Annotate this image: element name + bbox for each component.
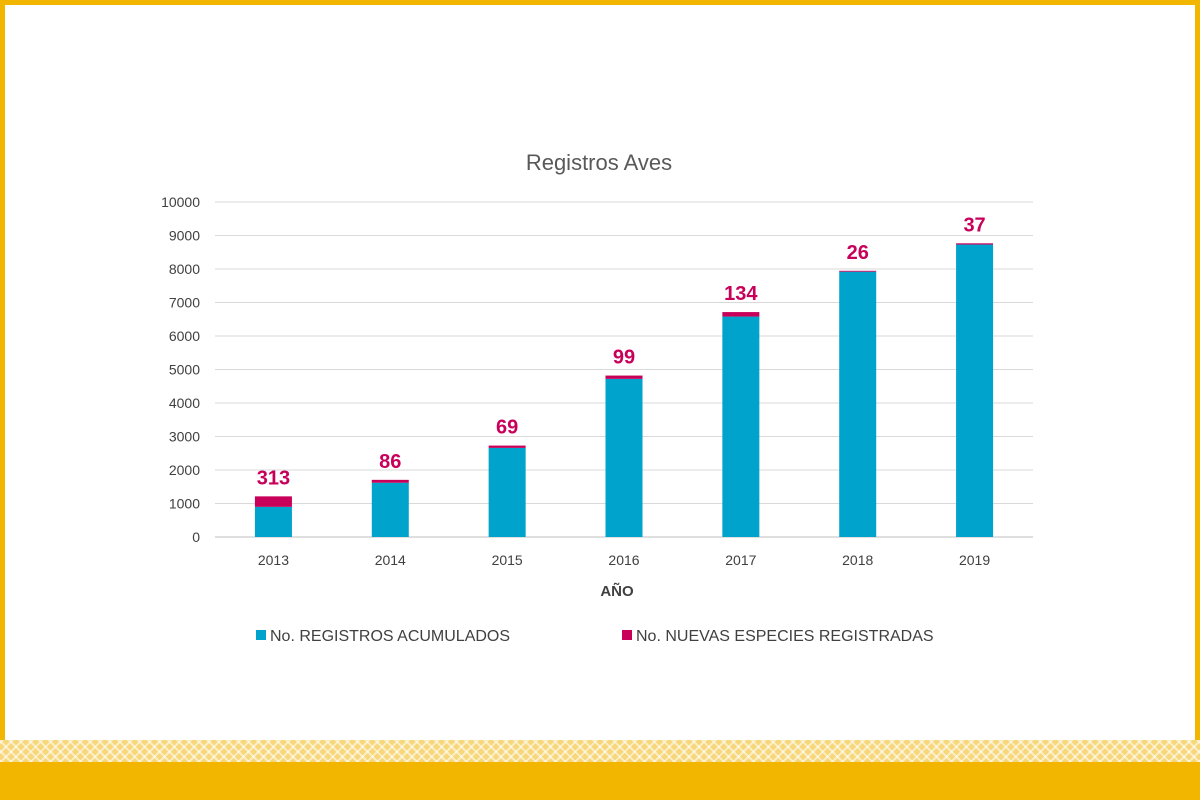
data-label-2018: 26 <box>847 242 869 264</box>
bar-nuevas-2013 <box>254 496 292 507</box>
bar-nuevas-2015 <box>488 445 526 448</box>
bar-acumulados-2017 <box>722 316 760 537</box>
chart-title: Registros Aves <box>526 150 672 175</box>
y-axis-ticks: 0 1000 2000 3000 4000 5000 6000 7000 8000 9000 100… <box>161 194 200 545</box>
legend: No. REGISTROS ACUMULADOS No. NUEVAS ESPEC… <box>256 628 934 645</box>
x-axis-label: AÑO <box>600 582 634 600</box>
data-label-2016: 99 <box>613 347 635 369</box>
x-tick-label-2019: 2019 <box>959 552 990 568</box>
x-tick-label-2015: 2015 <box>492 552 523 568</box>
bar-chart: Registros Aves 0 1000 2000 3000 4000 5000 6000… <box>161 150 1033 645</box>
legend-swatch-nuevas <box>622 630 632 640</box>
y-tick-label: 0 <box>192 529 200 545</box>
bar-acumulados-2013 <box>254 506 292 537</box>
y-tick-label: 6000 <box>169 328 200 344</box>
x-tick-label-2016: 2016 <box>608 552 639 568</box>
data-label-2014: 86 <box>379 451 401 473</box>
bar-nuevas-2018 <box>839 270 877 272</box>
data-label-2019: 37 <box>963 214 985 236</box>
y-tick-label: 4000 <box>169 395 200 411</box>
bar-nuevas-2016 <box>605 375 643 379</box>
y-tick-label: 5000 <box>169 362 200 378</box>
bar-acumulados-2015 <box>488 447 526 537</box>
bar-acumulados-2019 <box>956 244 994 538</box>
legend-swatch-acumulados <box>256 630 266 640</box>
bar-nuevas-2017 <box>722 312 760 317</box>
x-tick-label-2013: 2013 <box>258 552 289 568</box>
x-tick-label-2018: 2018 <box>842 552 873 568</box>
y-tick-label: 1000 <box>169 496 200 512</box>
legend-label-acumulados: No. REGISTROS ACUMULADOS <box>270 628 510 645</box>
y-tick-label: 9000 <box>169 228 200 244</box>
x-tick-label-2017: 2017 <box>725 552 756 568</box>
x-tick-label-2014: 2014 <box>375 552 406 568</box>
y-tick-label: 8000 <box>169 261 200 277</box>
bars <box>254 243 994 538</box>
bar-nuevas-2014 <box>371 479 409 483</box>
bar-acumulados-2018 <box>839 271 877 537</box>
bar-acumulados-2014 <box>371 482 409 537</box>
bar-acumulados-2016 <box>605 378 643 537</box>
bottom-band <box>0 762 1200 800</box>
data-labels: 313 86 69 99 134 26 37 <box>257 214 986 489</box>
pattern-band <box>0 740 1200 762</box>
x-axis-ticks: 2013 2014 2015 2016 2017 2018 2019 <box>258 552 991 568</box>
y-tick-label: 7000 <box>169 295 200 311</box>
y-tick-label: 3000 <box>169 429 200 445</box>
data-label-2015: 69 <box>496 417 518 439</box>
legend-label-nuevas: No. NUEVAS ESPECIES REGISTRADAS <box>636 628 934 645</box>
y-tick-label: 2000 <box>169 462 200 478</box>
y-tick-label: 10000 <box>161 194 200 210</box>
data-label-2017: 134 <box>724 283 758 305</box>
data-label-2013: 313 <box>257 467 290 489</box>
bar-nuevas-2019 <box>956 243 994 245</box>
